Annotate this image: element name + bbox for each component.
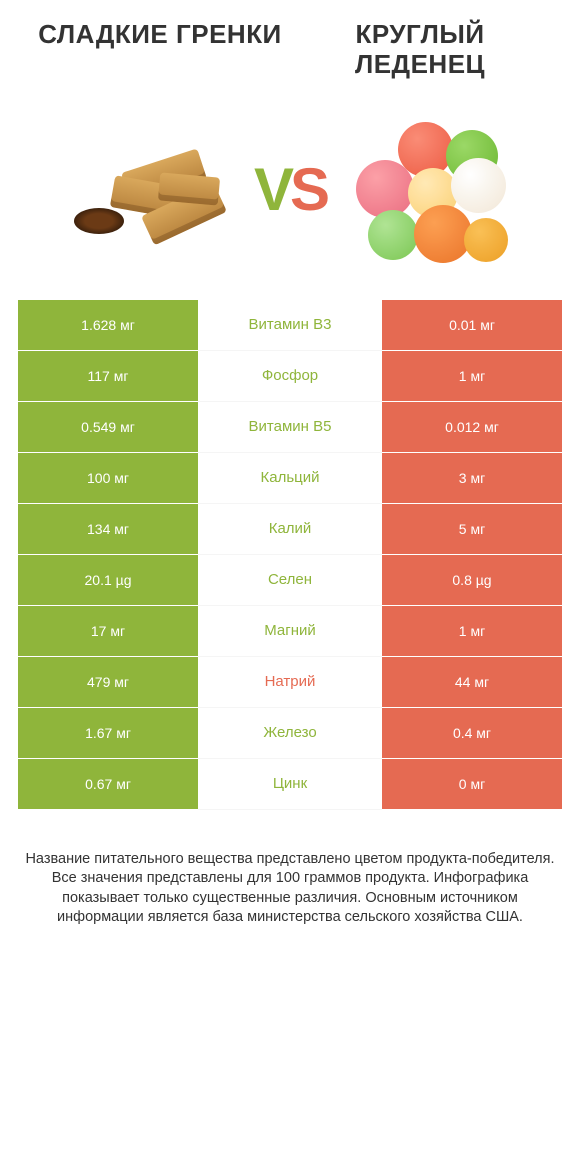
value-left: 1.67 мг <box>18 708 198 759</box>
value-left: 17 мг <box>18 606 198 657</box>
table-row: 1.67 мгЖелезо0.4 мг <box>18 708 562 759</box>
value-right: 3 мг <box>382 453 562 504</box>
table-row: 100 мгКальций3 мг <box>18 453 562 504</box>
nutrient-label: Кальций <box>198 453 382 504</box>
value-right: 0.012 мг <box>382 402 562 453</box>
infographic-page: СЛАДКИЕ ГРЕНКИ КРУГЛЫЙ ЛЕДЕНЕЦ VS 1.628 … <box>0 0 580 1174</box>
nutrient-label: Железо <box>198 708 382 759</box>
value-right: 1 мг <box>382 606 562 657</box>
nutrient-label: Витамин B5 <box>198 402 382 453</box>
nutrient-label: Калий <box>198 504 382 555</box>
nutrient-label: Магний <box>198 606 382 657</box>
product-image-right <box>346 110 506 270</box>
table-row: 0.67 мгЦинк0 мг <box>18 759 562 810</box>
table-row: 134 мгКалий5 мг <box>18 504 562 555</box>
table-row: 1.628 мгВитамин B30.01 мг <box>18 300 562 351</box>
footer-notes: Название питательного вещества представл… <box>0 810 580 948</box>
table-row: 17 мгМагний1 мг <box>18 606 562 657</box>
value-right: 5 мг <box>382 504 562 555</box>
value-left: 100 мг <box>18 453 198 504</box>
comparison-table: 1.628 мгВитамин B30.01 мг117 мгФосфор1 м… <box>0 300 580 810</box>
table-row: 117 мгФосфор1 мг <box>18 351 562 402</box>
value-left: 0.67 мг <box>18 759 198 810</box>
footer-line: Все значения представлены для 100 граммо… <box>52 870 430 886</box>
value-right: 0.8 µg <box>382 555 562 606</box>
footer-line: Название питательного вещества представл… <box>25 851 554 867</box>
table-row: 0.549 мгВитамин B50.012 мг <box>18 402 562 453</box>
value-right: 0.01 мг <box>382 300 562 351</box>
value-left: 1.628 мг <box>18 300 198 351</box>
table-row: 479 мгНатрий44 мг <box>18 657 562 708</box>
product-image-left <box>74 110 234 270</box>
vs-s: S <box>290 156 326 223</box>
vs-label: VS <box>254 155 326 224</box>
value-left: 134 мг <box>18 504 198 555</box>
nutrient-label: Натрий <box>198 657 382 708</box>
value-right: 44 мг <box>382 657 562 708</box>
value-left: 117 мг <box>18 351 198 402</box>
nutrient-label: Селен <box>198 555 382 606</box>
value-right: 0.4 мг <box>382 708 562 759</box>
value-right: 0 мг <box>382 759 562 810</box>
value-left: 20.1 µg <box>18 555 198 606</box>
nutrient-label: Витамин B3 <box>198 300 382 351</box>
table-row: 20.1 µgСелен0.8 µg <box>18 555 562 606</box>
title-left: СЛАДКИЕ ГРЕНКИ <box>30 20 290 80</box>
value-right: 1 мг <box>382 351 562 402</box>
vs-v: V <box>254 156 290 223</box>
croutons-illustration <box>74 120 234 260</box>
title-right: КРУГЛЫЙ ЛЕДЕНЕЦ <box>290 20 550 80</box>
hero-row: VS <box>0 90 580 300</box>
titles-row: СЛАДКИЕ ГРЕНКИ КРУГЛЫЙ ЛЕДЕНЕЦ <box>0 0 580 90</box>
nutrient-label: Цинк <box>198 759 382 810</box>
value-left: 479 мг <box>18 657 198 708</box>
value-left: 0.549 мг <box>18 402 198 453</box>
candies-illustration <box>346 110 506 270</box>
nutrient-label: Фосфор <box>198 351 382 402</box>
